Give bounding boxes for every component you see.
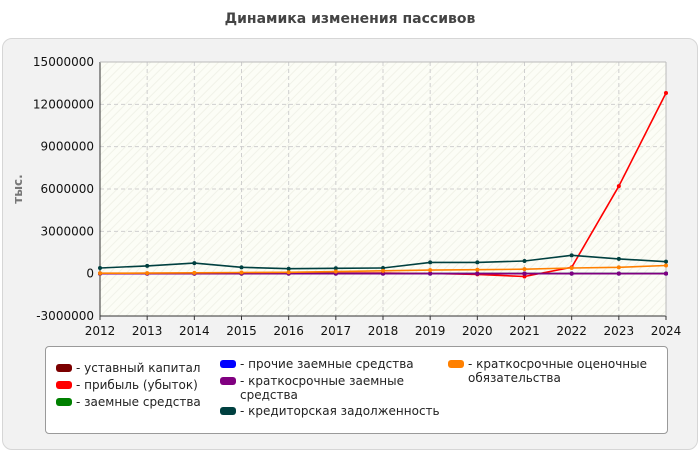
data-point (616, 184, 621, 189)
x-tick-label: 2018 (368, 324, 399, 338)
data-point (428, 268, 433, 273)
data-point (381, 268, 385, 273)
data-point (522, 258, 527, 263)
data-point (239, 270, 244, 275)
x-tick-label: 2022 (556, 324, 587, 338)
data-point (664, 271, 668, 276)
y-tick-label: 9000000 (41, 140, 94, 154)
legend-label: кредиторская задолженность (248, 404, 440, 418)
y-tick-label: 0 (86, 267, 94, 281)
y-axis-label: тыс. (11, 174, 25, 203)
legend-label: краткосрочные оценочные обязательства (468, 357, 647, 385)
legend-item-pribyl[interactable]: - прибыль (убыток) (56, 378, 216, 392)
data-point (98, 271, 102, 276)
data-point (569, 266, 574, 271)
y-tick-label: 15000000 (33, 55, 94, 69)
data-point (145, 263, 150, 268)
data-point (475, 267, 480, 272)
data-point (192, 261, 197, 266)
data-point (569, 271, 574, 276)
data-point (616, 265, 621, 270)
data-point (286, 266, 291, 271)
legend-label: прибыль (убыток) (84, 378, 198, 392)
data-point (522, 271, 527, 276)
legend-swatch (56, 381, 72, 389)
legend-swatch (220, 377, 236, 385)
data-point (333, 266, 338, 271)
data-point (381, 266, 385, 271)
x-tick-label: 2014 (179, 324, 210, 338)
data-point (569, 253, 574, 258)
data-point (616, 271, 621, 276)
x-tick-label: 2012 (85, 324, 116, 338)
x-tick-label: 2024 (651, 324, 682, 338)
data-point (192, 270, 197, 275)
series-6 (98, 263, 668, 276)
legend-item-otsenochnye[interactable]: - краткосрочные оценочные обязательства (448, 357, 663, 385)
data-point (522, 267, 527, 272)
x-tick-label: 2021 (509, 324, 540, 338)
legend-item-zaemnye-sredstva[interactable]: - заемные средства (56, 395, 216, 409)
x-tick-label: 2013 (132, 324, 163, 338)
x-tick-label: 2015 (226, 324, 257, 338)
y-tick-label: 3000000 (41, 224, 94, 238)
legend-swatch (220, 360, 236, 368)
data-point (428, 260, 433, 265)
x-tick-label: 2020 (462, 324, 493, 338)
data-point (475, 271, 480, 276)
data-point (239, 265, 244, 270)
data-point (664, 91, 668, 96)
series-5 (98, 253, 668, 271)
data-point (381, 271, 385, 276)
chart-title: Динамика изменения пассивов (224, 11, 476, 27)
legend-label: прочие заемные средства (248, 357, 414, 371)
legend-item-kreditorskaya[interactable]: - кредиторская задолженность (220, 404, 455, 418)
legend-swatch (56, 398, 72, 406)
data-point (98, 266, 102, 271)
legend-item-kratkosrochnye-zaemnye[interactable]: - краткосрочные заемные средства (220, 374, 410, 402)
data-point (664, 263, 668, 268)
y-tick-label: 6000000 (41, 182, 94, 196)
legend-item-ustavnyy-kapital[interactable]: - уставный капитал (56, 361, 216, 375)
legend: - уставный капитал - прибыль (убыток) - … (45, 346, 668, 434)
data-point (145, 271, 150, 276)
x-tick-label: 2023 (604, 324, 635, 338)
x-tick-label: 2017 (321, 324, 352, 338)
data-point (428, 271, 433, 276)
legend-swatch (448, 360, 464, 368)
legend-swatch (220, 407, 236, 415)
data-point (475, 260, 480, 265)
legend-label: уставный капитал (84, 361, 201, 375)
legend-label: краткосрочные заемные средства (240, 374, 404, 402)
legend-item-prochie-zaemnye[interactable]: - прочие заемные средства (220, 357, 435, 371)
legend-swatch (56, 364, 72, 372)
data-point (333, 269, 338, 274)
x-tick-label: 2016 (273, 324, 304, 338)
data-point (664, 259, 668, 264)
y-tick-label: -3000000 (36, 309, 94, 323)
data-point (616, 256, 621, 261)
legend-label: заемные средства (84, 395, 201, 409)
data-point (522, 274, 527, 279)
y-tick-label: 12000000 (33, 97, 94, 111)
x-tick-label: 2019 (415, 324, 446, 338)
data-point (286, 270, 291, 275)
